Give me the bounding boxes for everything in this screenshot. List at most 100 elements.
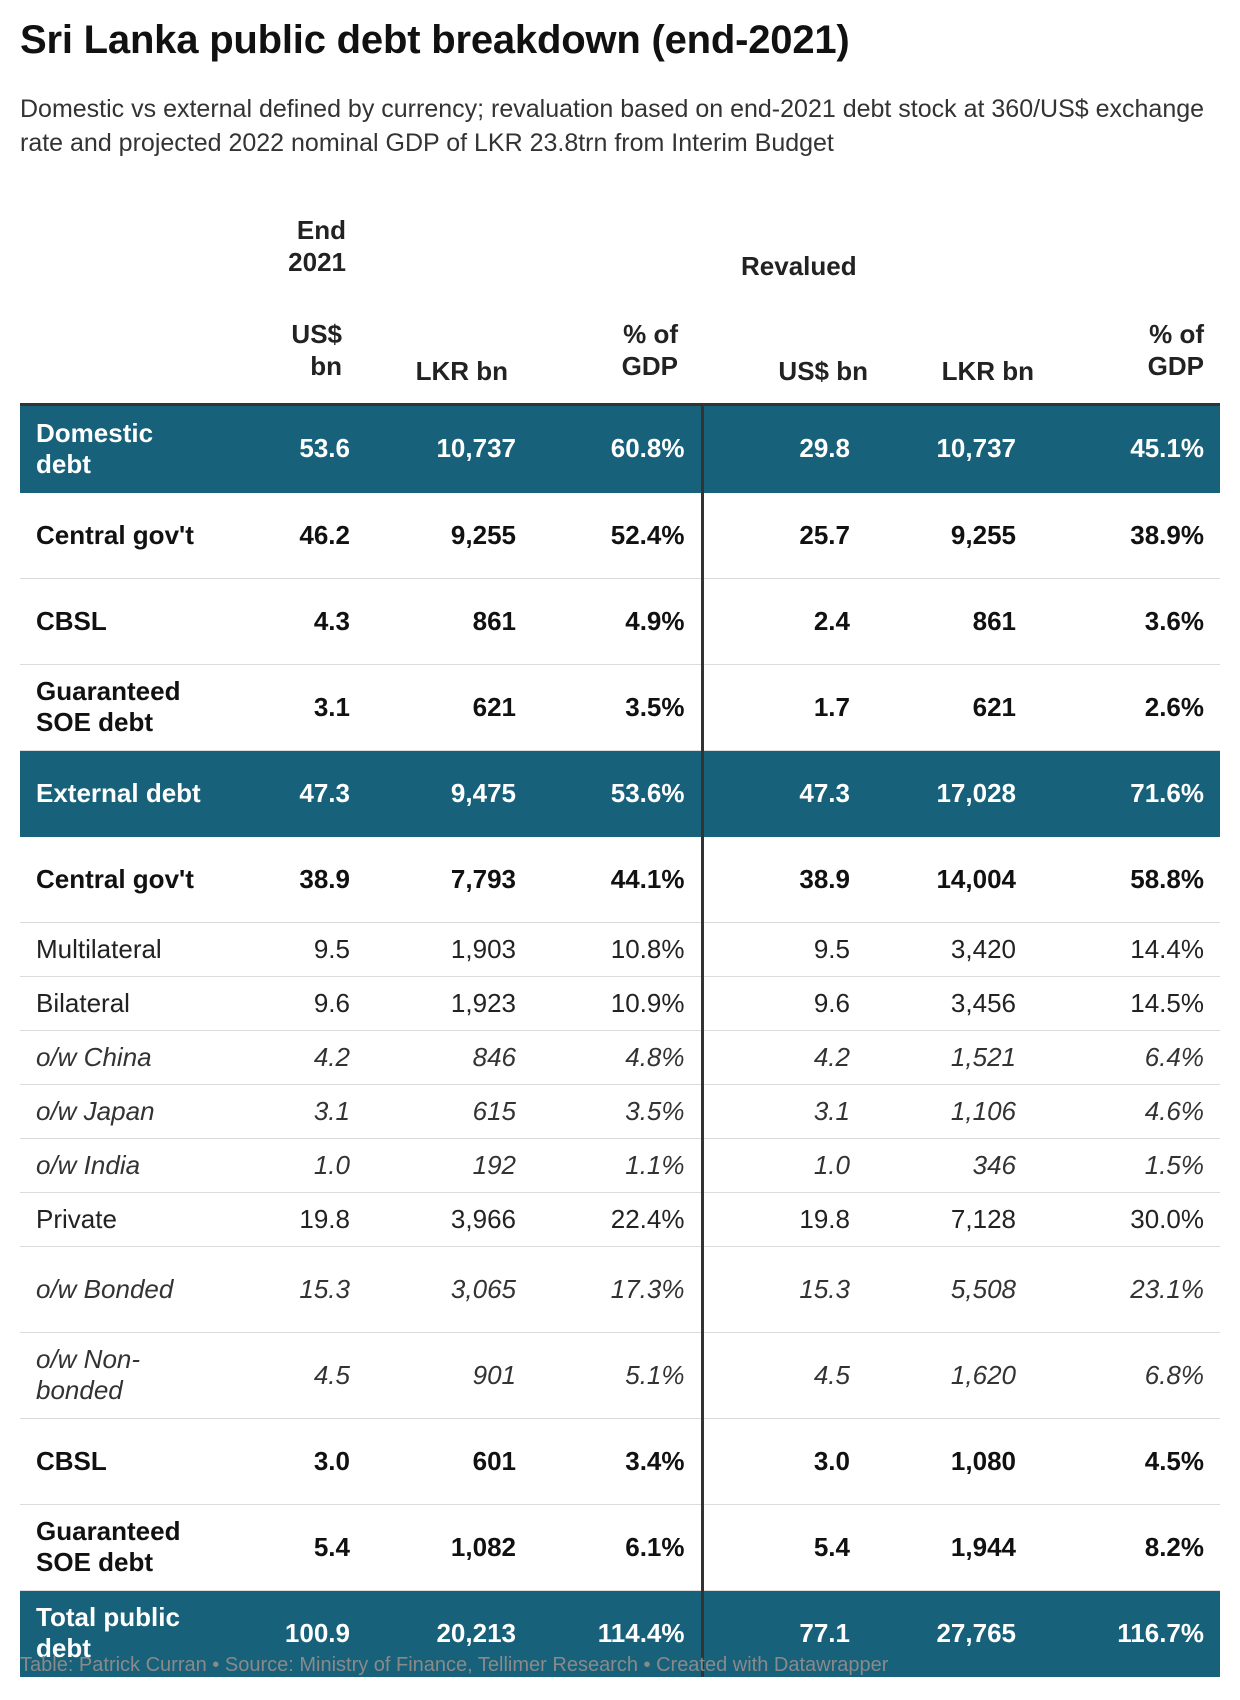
- row-label: Central gov't: [20, 492, 228, 579]
- row-label: o/w China: [20, 1030, 228, 1085]
- cell-value: 6.1%: [532, 1504, 704, 1591]
- cell-value: 4.8%: [532, 1030, 704, 1085]
- table-row: Private 19.8 3,966 22.4% 19.8 7,128 30.0%: [20, 1192, 1220, 1247]
- cell-value: 22.4%: [532, 1192, 704, 1247]
- table-row: o/w Bonded 15.3 3,065 17.3% 15.3 5,508 23.1%: [20, 1246, 1220, 1333]
- table-row: Central gov't 38.9 7,793 44.1% 38.9 14,004 58.…: [20, 836, 1220, 923]
- cell-value: 621: [366, 664, 532, 751]
- debt-table: Domestic debt 53.6 10,737 60.8% 29.8 10,737 45…: [20, 406, 1220, 1677]
- cell-value: 30.0%: [1032, 1192, 1220, 1247]
- cell-value: 5,508: [866, 1246, 1032, 1333]
- cell-value: 10,737: [866, 406, 1032, 493]
- col-header-rev-gdp: % of GDP: [1147, 319, 1204, 381]
- cell-value: 1.5%: [1032, 1138, 1220, 1193]
- table-row: o/w Japan 3.1 615 3.5% 3.1 1,106 4.6%: [20, 1084, 1220, 1139]
- cell-value: 1,080: [866, 1418, 1032, 1505]
- cell-value: 7,128: [866, 1192, 1032, 1247]
- cell-value: 3.5%: [532, 1084, 704, 1139]
- col-header-end-gdp: % of GDP: [621, 319, 678, 381]
- cell-value: 861: [366, 578, 532, 665]
- cell-value: 1,903: [366, 922, 532, 977]
- table-row: Guaranteed SOE debt 3.1 621 3.5% 1.7 621 2.6%: [20, 664, 1220, 751]
- row-label: Domestic debt: [20, 406, 228, 493]
- cell-value: 1.1%: [532, 1138, 704, 1193]
- cell-value: 346: [866, 1138, 1032, 1193]
- cell-value: 1.0: [228, 1138, 366, 1193]
- cell-value: 15.3: [702, 1246, 866, 1333]
- cell-value: 9.6: [228, 976, 366, 1031]
- table-row: Multilateral 9.5 1,903 10.8% 9.5 3,420 14.4%: [20, 922, 1220, 977]
- group-header-end2021: End 2021: [288, 215, 346, 277]
- cell-value: 4.2: [702, 1030, 866, 1085]
- cell-value: 25.7: [702, 492, 866, 579]
- cell-value: 1.0: [702, 1138, 866, 1193]
- cell-value: 9.6: [702, 976, 866, 1031]
- cell-value: 1,944: [866, 1504, 1032, 1591]
- group-header-revalued: Revalued: [741, 251, 857, 281]
- cell-value: 1,106: [866, 1084, 1032, 1139]
- cell-value: 14.5%: [1032, 976, 1220, 1031]
- cell-value: 58.8%: [1032, 836, 1220, 923]
- cell-value: 38.9: [702, 836, 866, 923]
- row-label: Multilateral: [20, 922, 228, 977]
- cell-value: 45.1%: [1032, 406, 1220, 493]
- cell-value: 14,004: [866, 836, 1032, 923]
- chart-subtitle: Domestic vs external defined by currency…: [20, 95, 1205, 157]
- cell-value: 46.2: [228, 492, 366, 579]
- cell-value: 44.1%: [532, 836, 704, 923]
- col-header-rev-lkr: LKR bn: [941, 356, 1034, 386]
- cell-value: 17,028: [866, 750, 1032, 837]
- cell-value: 20,213: [366, 1590, 532, 1677]
- cell-value: 9,255: [366, 492, 532, 579]
- table-body: Domestic debt 53.6 10,737 60.8% 29.8 10,737 45…: [20, 406, 1220, 1677]
- cell-value: 3,966: [366, 1192, 532, 1247]
- cell-value: 861: [866, 578, 1032, 665]
- row-label: Bilateral: [20, 976, 228, 1031]
- table-row: o/w Non-bonded 4.5 901 5.1% 4.5 1,620 6.8%: [20, 1332, 1220, 1419]
- cell-value: 9,475: [366, 750, 532, 837]
- cell-value: 4.2: [228, 1030, 366, 1085]
- cell-value: 100.9: [228, 1590, 366, 1677]
- col-header-end-usd: US$ bn: [291, 319, 342, 381]
- col-header-end-lkr: LKR bn: [415, 356, 508, 386]
- cell-value: 3.5%: [532, 664, 704, 751]
- cell-value: 10,737: [366, 406, 532, 493]
- cell-value: 27,765: [866, 1590, 1032, 1677]
- cell-value: 9.5: [228, 922, 366, 977]
- cell-value: 53.6%: [532, 750, 704, 837]
- cell-value: 5.4: [228, 1504, 366, 1591]
- row-label: Central gov't: [20, 836, 228, 923]
- table-row: CBSL 4.3 861 4.9% 2.4 861 3.6%: [20, 578, 1220, 665]
- cell-value: 3.1: [228, 664, 366, 751]
- row-label: Total public debt: [20, 1590, 228, 1677]
- cell-value: 6.4%: [1032, 1030, 1220, 1085]
- cell-value: 4.9%: [532, 578, 704, 665]
- table-row: Guaranteed SOE debt 5.4 1,082 6.1% 5.4 1,944 8…: [20, 1504, 1220, 1591]
- table-row: CBSL 3.0 601 3.4% 3.0 1,080 4.5%: [20, 1418, 1220, 1505]
- cell-value: 14.4%: [1032, 922, 1220, 977]
- cell-value: 2.4: [702, 578, 866, 665]
- cell-value: 601: [366, 1418, 532, 1505]
- cell-value: 3.6%: [1032, 578, 1220, 665]
- col-header-rev-usd: US$ bn: [778, 356, 868, 386]
- cell-value: 3,065: [366, 1246, 532, 1333]
- cell-value: 19.8: [228, 1192, 366, 1247]
- cell-value: 19.8: [702, 1192, 866, 1247]
- cell-value: 77.1: [702, 1590, 866, 1677]
- cell-value: 6.8%: [1032, 1332, 1220, 1419]
- section-row: External debt 47.3 9,475 53.6% 47.3 17,028 71.…: [20, 750, 1220, 837]
- cell-value: 3,420: [866, 922, 1032, 977]
- row-label: o/w Bonded: [20, 1246, 228, 1333]
- table-top-rule: [20, 403, 1220, 406]
- cell-value: 15.3: [228, 1246, 366, 1333]
- cell-value: 52.4%: [532, 492, 704, 579]
- cell-value: 116.7%: [1032, 1590, 1220, 1677]
- cell-value: 7,793: [366, 836, 532, 923]
- row-label: Guaranteed SOE debt: [20, 664, 228, 751]
- table-row: o/w India 1.0 192 1.1% 1.0 346 1.5%: [20, 1138, 1220, 1193]
- cell-value: 47.3: [702, 750, 866, 837]
- row-label: Guaranteed SOE debt: [20, 1504, 228, 1591]
- cell-value: 2.6%: [1032, 664, 1220, 751]
- cell-value: 4.6%: [1032, 1084, 1220, 1139]
